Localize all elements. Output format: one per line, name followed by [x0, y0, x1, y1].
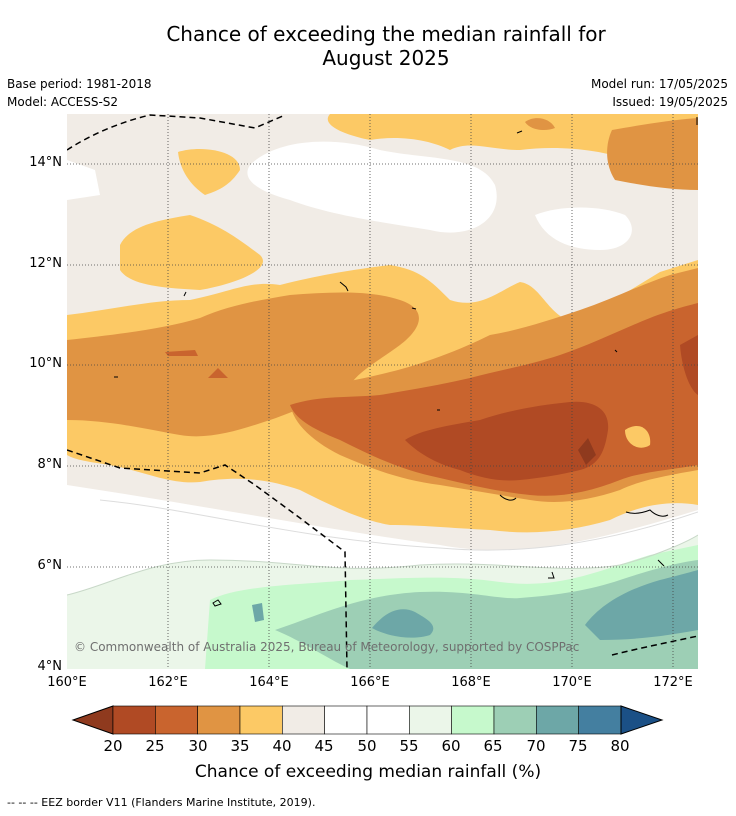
cb-tick-50: 50 [357, 737, 377, 755]
colorbar-swatch-25-30 [155, 705, 198, 735]
cb-tick-60: 60 [441, 737, 461, 755]
eez-legend-note: -- -- -- EEZ border V11 (Flanders Marine… [7, 796, 316, 809]
cb-tick-80: 80 [610, 737, 630, 755]
cb-tick-45: 45 [314, 737, 334, 755]
map-contours [67, 114, 698, 669]
cb-tick-55: 55 [399, 737, 419, 755]
band-35-40-north [327, 114, 698, 190]
gridlines [67, 114, 698, 669]
model-run-text: Model run: 17/05/2025 [590, 77, 728, 91]
islands [114, 117, 698, 607]
band-65-70 [275, 560, 698, 669]
band-25-30-spot [165, 350, 198, 356]
title-line-2: August 2025 [322, 46, 450, 70]
band-30-35-spot [525, 118, 555, 130]
band-70-75-b [585, 570, 698, 640]
band-35-40-inner [625, 425, 651, 448]
lon-label-160e: 160°E [47, 675, 87, 690]
colorbar-swatch-35-40 [239, 705, 283, 735]
issued-text: Issued: 19/05/2025 [612, 95, 728, 109]
colorbar-swatch-30-35 [197, 705, 241, 735]
cb-tick-30: 30 [188, 737, 208, 755]
band-35-40-w [120, 215, 263, 290]
meta-right: Model run: 17/05/2025 Issued: 19/05/2025 [591, 75, 728, 111]
colorbar-swatch-20-25 [112, 705, 156, 735]
band-25-30-spot2 [208, 368, 228, 378]
lon-label-172e: 172°E [653, 675, 693, 690]
band-45-50-west [67, 160, 100, 200]
cb-tick-20: 20 [103, 737, 123, 755]
band-45-50-east [535, 207, 632, 250]
colorbar-label: Chance of exceeding median rainfall (%) [194, 762, 542, 782]
lat-label-10n: 10°N [29, 356, 62, 371]
band-lt20 [578, 438, 596, 465]
lon-label-170e: 170°E [552, 675, 592, 690]
colorbar-swatch-75-80 [578, 705, 622, 735]
band-35-40-nw [178, 149, 240, 195]
colorbar-swatch-60-65 [451, 705, 495, 735]
eez-borders [67, 114, 698, 669]
lon-label-168e: 168°E [451, 675, 491, 690]
cb-tick-75: 75 [568, 737, 588, 755]
lat-label-8n: 8°N [37, 457, 63, 472]
cb-tick-40: 40 [272, 737, 292, 755]
colorbar-swatch-65-70 [493, 705, 537, 735]
cb-tick-70: 70 [526, 737, 546, 755]
cb-tick-35: 35 [230, 737, 250, 755]
colorbar-swatch-40-45 [282, 705, 325, 735]
cb-tick-25: 25 [145, 737, 165, 755]
model-text: Model: ACCESS-S2 [7, 95, 119, 109]
title-line-1: Chance of exceeding the median rainfall … [166, 22, 606, 46]
base-period-text: Base period: 1981-2018 [7, 77, 152, 91]
meta-left: Base period: 1981-2018 Model: ACCESS-S2 [7, 75, 152, 111]
rainfall-probability-map [67, 114, 698, 669]
lat-label-14n: 14°N [29, 155, 62, 170]
band-30-35-west [67, 292, 419, 437]
colorbar-extend-low [71, 705, 114, 735]
lon-label-166e: 166°E [350, 675, 390, 690]
colorbar-swatch-55-60 [409, 705, 452, 735]
colorbar-extend-high [620, 705, 664, 735]
lon-label-164e: 164°E [249, 675, 289, 690]
band-70-75-c [252, 603, 264, 622]
lat-label-12n: 12°N [29, 256, 62, 271]
lat-label-6n: 6°N [37, 558, 63, 573]
lon-label-162e: 162°E [148, 675, 188, 690]
copyright-notice: © Commonwealth of Australia 2025, Bureau… [74, 640, 580, 654]
chart-title: Chance of exceeding the median rainfall … [0, 22, 736, 70]
band-70-75-a [372, 609, 434, 638]
colorbar-swatch-45-50 [324, 705, 368, 735]
band-30-35-ne [607, 118, 698, 190]
band-45-50-north [247, 141, 497, 233]
cb-tick-65: 65 [483, 737, 503, 755]
colorbar-swatch-50-55 [366, 705, 410, 735]
band-20-25 [405, 401, 609, 481]
colorbar-swatch-70-75 [536, 705, 579, 735]
lat-label-4n: 4°N [37, 659, 63, 674]
